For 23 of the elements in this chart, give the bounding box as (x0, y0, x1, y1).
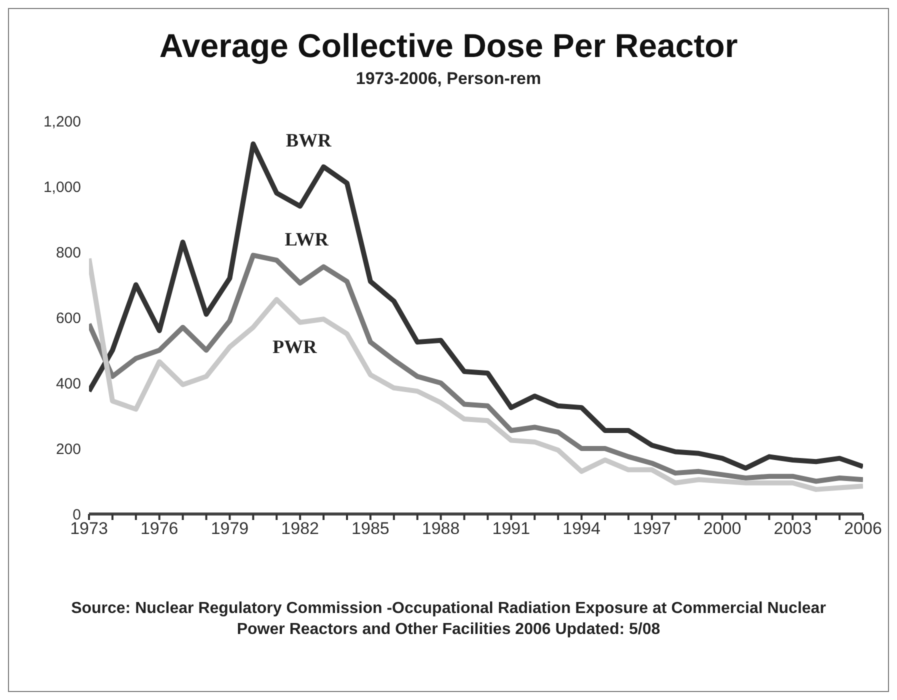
series-label: BWR (286, 130, 332, 152)
y-tick-label: 400 (56, 375, 81, 392)
y-tick-label: 800 (56, 244, 81, 262)
x-tick-label: 2000 (703, 519, 742, 538)
y-tick-label: 1,200 (43, 113, 81, 130)
x-tick-label: 1982 (281, 519, 320, 538)
y-tick-label: 200 (56, 440, 81, 458)
source-note: Source: Nuclear Regulatory Commission -Occupational Radiation Exposure at Commercial Nuclear Power Reactors and Other Facilities 2006 Updated: 5/08 (70, 599, 827, 640)
series-label: LWR (284, 230, 329, 251)
x-tick-label: 1985 (352, 519, 390, 538)
chart-title: Average Collective Dose Per Reactor (158, 27, 739, 65)
x-tick-label: 2003 (774, 519, 812, 538)
y-tick-label: 1,000 (43, 178, 81, 196)
series-label: PWR (272, 336, 318, 358)
x-tick-label: 1976 (140, 519, 178, 538)
x-tick-label: 2006 (844, 519, 882, 538)
x-tick-label: 1994 (562, 519, 600, 538)
y-tick-label: 600 (56, 310, 81, 327)
chart-subtitle: 1973-2006, Person-rem (354, 69, 542, 89)
x-tick-label: 1979 (210, 519, 249, 538)
x-tick-label: 1988 (422, 519, 460, 538)
x-tick-label: 1997 (632, 519, 671, 538)
x-tick-label: 1991 (492, 519, 530, 538)
